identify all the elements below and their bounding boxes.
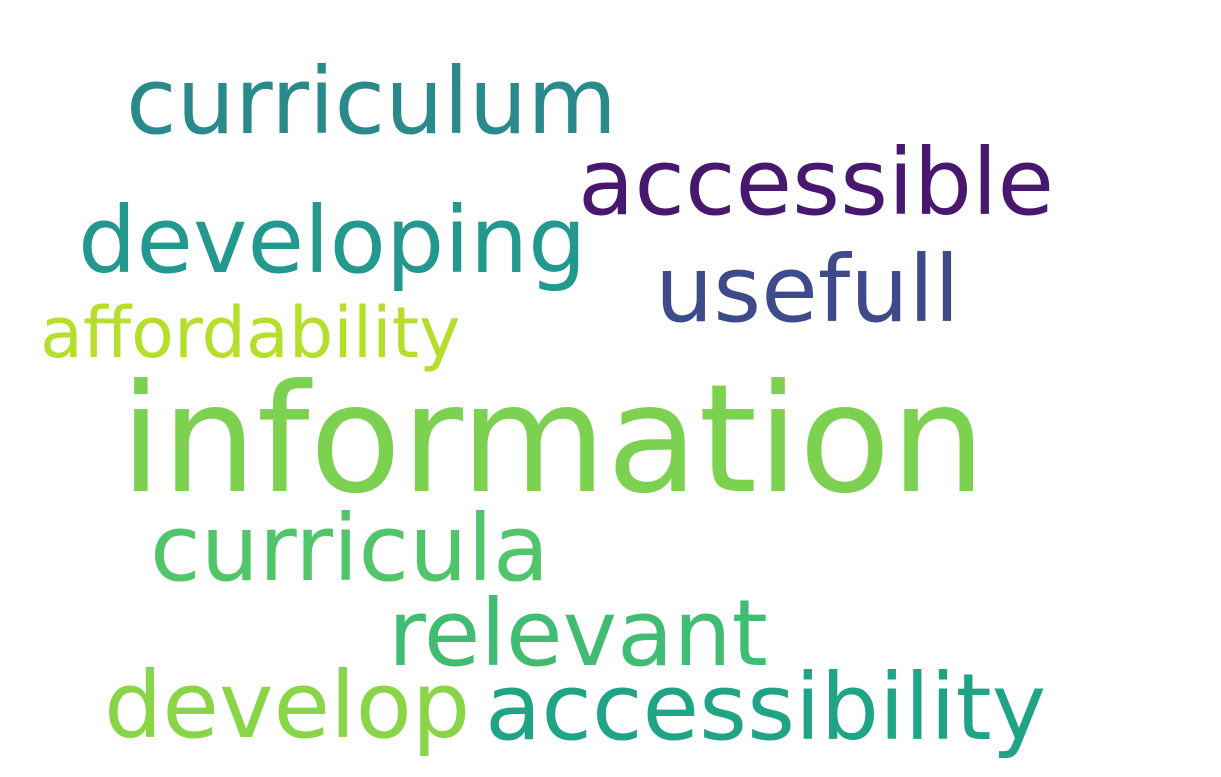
word-affordability: affordability bbox=[40, 292, 461, 374]
word-accessible: accessible bbox=[578, 129, 1055, 236]
word-curricula: curricula bbox=[150, 495, 550, 602]
word-develop: develop bbox=[104, 652, 471, 759]
word-curriculum: curriculum bbox=[126, 48, 617, 155]
word-developing: developing bbox=[78, 187, 587, 294]
word-information: information bbox=[120, 353, 986, 527]
word-usefull: usefull bbox=[655, 236, 960, 343]
word-accessibility: accessibility bbox=[485, 654, 1047, 761]
word-relevant: relevant bbox=[388, 580, 768, 687]
